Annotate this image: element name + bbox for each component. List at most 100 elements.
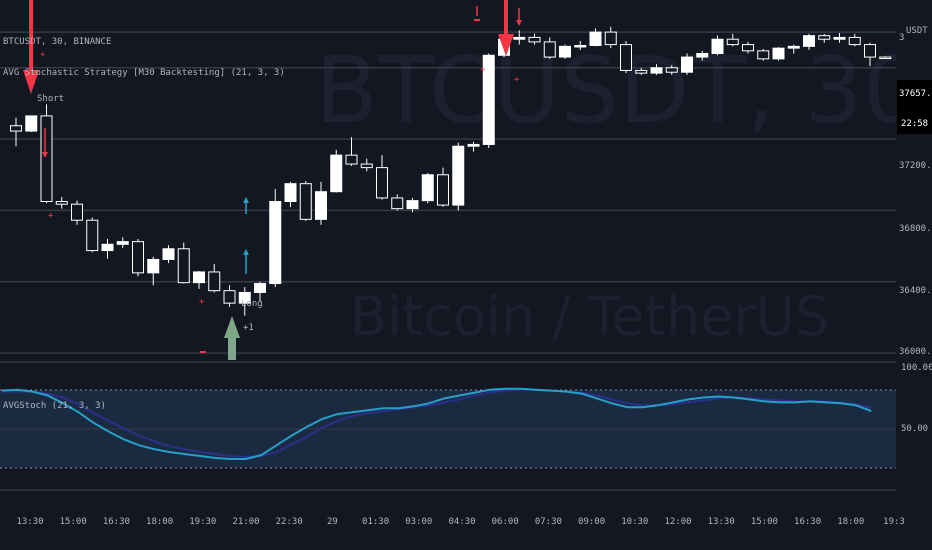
time-label: 16:30 xyxy=(103,517,130,527)
candle-body xyxy=(787,45,800,49)
time-label: 01:30 xyxy=(362,517,389,527)
short-arrow-2-head xyxy=(498,34,514,56)
candle-body xyxy=(803,35,815,47)
candle-body xyxy=(10,125,22,132)
last-price-badge xyxy=(897,80,932,134)
time-label: 29 xyxy=(327,517,338,527)
symbol-line[interactable]: BTCUSDT, 30, BINANCE xyxy=(3,37,111,47)
small-marker-top xyxy=(474,19,480,21)
oscillator-levels xyxy=(0,389,896,469)
candle-body xyxy=(574,44,587,48)
small-down-arrow-1-head xyxy=(42,152,48,158)
time-axis[interactable]: 13:30 15:00 16:30 18:00 19:30 21:00 22:30 29 01:… xyxy=(16,517,904,527)
candle-body xyxy=(467,143,480,147)
time-label: 13:30 xyxy=(16,517,43,527)
time-label: 06:00 xyxy=(492,517,519,527)
candle-body xyxy=(604,31,617,46)
time-label: 18:00 xyxy=(837,517,864,527)
candle-body xyxy=(757,50,770,60)
price-axis[interactable]: USDT 3 37657.98 22:58 37200.00 36800.00 … xyxy=(896,0,932,550)
candle-body xyxy=(284,183,297,203)
long-qty: +1 xyxy=(243,323,254,333)
candle-body xyxy=(71,203,83,221)
long-arrow-shaft xyxy=(228,338,236,360)
candle-body xyxy=(452,145,465,206)
small-marker-bottom xyxy=(200,351,206,353)
candle-body xyxy=(421,174,434,202)
candle-body xyxy=(86,219,99,252)
candle-body xyxy=(40,115,53,203)
candle-body xyxy=(208,271,221,292)
candle-body xyxy=(665,67,678,73)
price-tick-3: 36400.00 xyxy=(899,286,932,296)
candle-body xyxy=(711,38,724,54)
time-label: 19:30 xyxy=(189,517,216,527)
candle-body xyxy=(376,167,388,199)
candle-body xyxy=(55,201,68,205)
candle-body xyxy=(406,200,419,210)
candle-body xyxy=(726,38,739,46)
currency-prefix: 3 xyxy=(899,33,904,43)
candle-body xyxy=(681,56,693,73)
tiny-mark-1: + xyxy=(40,50,46,60)
candle-body xyxy=(101,243,114,252)
strategy-line[interactable]: AVG Stochastic Strategy [M30 Backtesting… xyxy=(3,68,285,78)
candle-series xyxy=(10,26,892,316)
tiny-mark-3: + xyxy=(199,297,205,307)
candle-body xyxy=(360,163,373,169)
candle-body xyxy=(513,36,526,40)
candle-body xyxy=(345,154,358,165)
candle-body xyxy=(223,290,236,304)
short-arrow-2-shaft xyxy=(504,0,508,36)
time-label: 13:30 xyxy=(708,517,735,527)
time-label: 12:00 xyxy=(664,517,691,527)
watermark-symbol: BTCUSDT, 30 xyxy=(315,37,922,144)
time-label: 10:30 xyxy=(621,517,648,527)
currency-label: USDT xyxy=(906,26,928,36)
tiny-mark-4: + xyxy=(480,65,486,75)
candle-body xyxy=(116,241,129,245)
long-label: Long xyxy=(241,299,263,309)
candle-body xyxy=(193,271,205,284)
candle-body xyxy=(559,45,571,58)
short-label: Short xyxy=(37,94,64,104)
candle-body xyxy=(299,183,312,220)
candle-body xyxy=(818,35,831,40)
candle-body xyxy=(254,283,266,293)
candle-body xyxy=(589,31,602,46)
candle-body xyxy=(650,67,663,74)
price-tick-1: 37200.00 xyxy=(899,161,932,171)
candle-body xyxy=(772,47,785,60)
candle-body xyxy=(848,36,861,46)
countdown: 22:58 xyxy=(901,119,928,129)
osc-fast-line xyxy=(1,387,872,460)
candle-body xyxy=(269,201,282,285)
price-grid xyxy=(0,31,896,354)
trade-annotations: Short + Long +1 + + + + xyxy=(23,0,522,360)
oscillator-lines xyxy=(1,387,872,460)
time-label: 07:30 xyxy=(535,517,562,527)
last-price: 37657.98 xyxy=(899,89,932,99)
long-arrow-head xyxy=(224,316,240,338)
osc-tick-100: 100.00 xyxy=(901,363,932,373)
time-label: 19:3 xyxy=(883,517,905,527)
time-label: 15:00 xyxy=(751,517,778,527)
osc-tick-50: 50.00 xyxy=(901,424,928,434)
time-label: 15:00 xyxy=(60,517,87,527)
candle-body xyxy=(879,56,892,60)
time-label: 18:00 xyxy=(146,517,173,527)
small-up-arrow-1-head xyxy=(243,249,249,255)
time-label: 04:30 xyxy=(448,517,475,527)
candle-body xyxy=(315,191,327,220)
price-tick-4: 36000.00 xyxy=(899,347,932,357)
time-label: 09:00 xyxy=(578,517,605,527)
watermark-description: Bitcoin / TetherUS xyxy=(350,285,829,348)
oscillator-label[interactable]: AVGStoch (21, 3, 3) xyxy=(3,401,106,411)
small-down-arrow-2-head xyxy=(516,20,522,26)
candle-body xyxy=(177,248,190,284)
candle-body xyxy=(528,36,541,43)
candle-body xyxy=(238,291,251,304)
small-up-arrow-2-head xyxy=(243,197,249,203)
candle-body xyxy=(833,36,846,40)
